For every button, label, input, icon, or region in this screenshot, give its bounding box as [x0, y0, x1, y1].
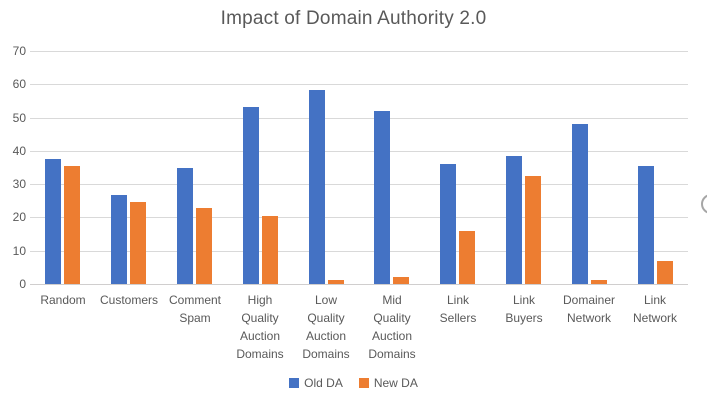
gridline-y0	[30, 284, 688, 285]
bar-old-da-customers	[111, 195, 127, 284]
x-axis-label-comment-spam: Comment Spam	[168, 293, 221, 325]
bar-old-da-link-sellers	[440, 164, 456, 284]
bar-new-da-link-buyers	[525, 176, 541, 284]
bar-new-da-mid-quality-auction-domains	[393, 277, 409, 284]
x-axis-label-low-quality-auction-domains: Low Quality Auction Domains	[302, 293, 350, 361]
x-axis-label-link-sellers: Link Sellers	[439, 293, 477, 325]
legend-item-old-da: Old DA	[289, 376, 343, 390]
y-axis-tick-label: 70	[12, 44, 26, 58]
y-axis-tick-label: 40	[12, 144, 26, 158]
chart-title: Impact of Domain Authority 2.0	[220, 8, 487, 29]
bar-old-da-comment-spam	[177, 168, 193, 284]
bar-old-da-high-quality-auction-domains	[243, 107, 259, 284]
y-axis-tick-label: 50	[12, 111, 26, 125]
legend: Old DA New DA	[0, 376, 707, 390]
x-axis-label-customers: Customers	[99, 293, 158, 307]
legend-label: Old DA	[304, 376, 343, 390]
legend-label: New DA	[373, 376, 418, 390]
bar-new-da-comment-spam	[196, 208, 212, 284]
legend-item-new-da: New DA	[358, 376, 418, 390]
gridline-y60	[30, 84, 688, 85]
bar-new-da-link-network	[657, 261, 673, 284]
bar-old-da-link-buyers	[506, 156, 522, 284]
bar-old-da-mid-quality-auction-domains	[374, 111, 390, 284]
x-axis-label-link-buyers: Link Buyers	[505, 293, 543, 325]
bar-new-da-low-quality-auction-domains	[328, 280, 344, 284]
bar-old-da-low-quality-auction-domains	[309, 90, 325, 284]
legend-swatch-icon	[358, 378, 369, 388]
gridline-y10	[30, 251, 688, 252]
gridline-y20	[30, 217, 688, 218]
legend-swatch-icon	[289, 378, 300, 388]
bar-new-da-random	[64, 166, 80, 284]
y-axis-tick-label: 60	[12, 77, 26, 91]
y-axis-tick-label: 0	[19, 277, 26, 291]
x-axis-label-link-network: Link Network	[632, 293, 677, 325]
x-axis-label-domainer-network: Domainer Network	[562, 293, 616, 325]
gridline-y40	[30, 151, 688, 152]
x-axis-label-random: Random	[40, 293, 86, 307]
y-axis-tick-label: 20	[12, 210, 26, 224]
gridline-y30	[30, 184, 688, 185]
bar-new-da-high-quality-auction-domains	[262, 216, 278, 284]
bar-old-da-random	[45, 159, 61, 284]
gridline-y70	[30, 51, 688, 52]
gridline-y50	[30, 118, 688, 119]
bar-old-da-domainer-network	[572, 124, 588, 284]
y-axis-tick-label: 30	[12, 177, 26, 191]
bar-new-da-customers	[130, 202, 146, 284]
y-axis-tick-label: 10	[12, 244, 26, 258]
x-axis-label-mid-quality-auction-domains: Mid Quality Auction Domains	[368, 293, 416, 361]
x-axis-label-high-quality-auction-domains: High Quality Auction Domains	[236, 293, 284, 361]
bar-old-da-link-network	[638, 166, 654, 284]
bar-new-da-link-sellers	[459, 231, 475, 284]
bar-new-da-domainer-network	[591, 280, 607, 284]
